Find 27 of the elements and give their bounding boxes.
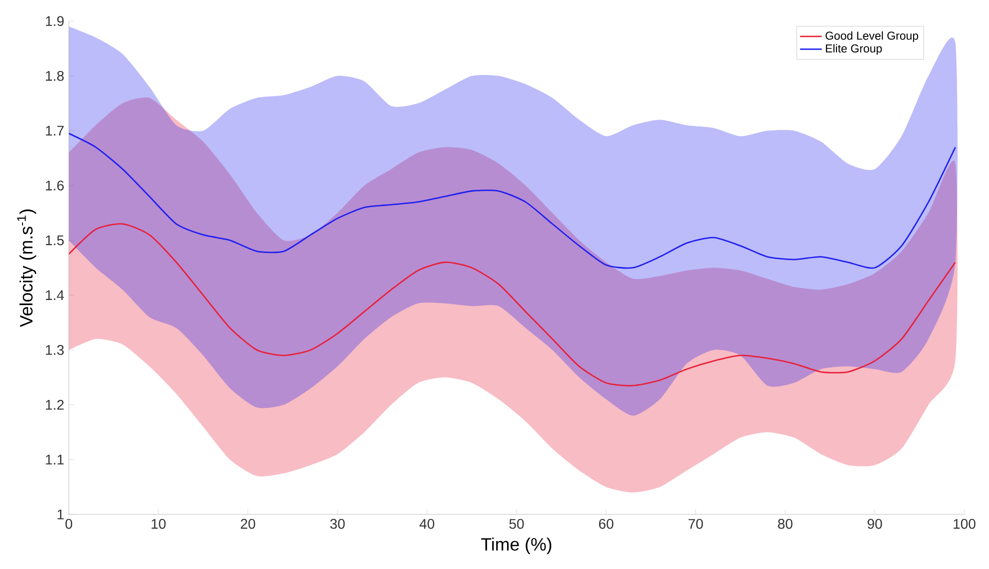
y-tick-label: 1.7	[46, 126, 64, 136]
y-tick-label: 1.9	[46, 16, 64, 26]
x-tick-label: 100	[954, 519, 976, 529]
y-axis-title: Velocity (m.s$^{-1}$)	[17, 210, 36, 328]
x-tick-label: 60	[599, 519, 614, 529]
line-series	[68, 223, 956, 386]
x-tick-label: 90	[868, 519, 882, 529]
y-tick-label: 1.4	[46, 290, 64, 300]
y-tick-label: 1.5	[46, 236, 64, 246]
x-tick-label: 80	[778, 519, 792, 529]
legend-label: Good Level Group	[826, 31, 918, 42]
x-tick-label: 40	[420, 519, 434, 529]
y-tick-label: 1.1	[46, 454, 64, 465]
x-tick-label: 0	[65, 519, 72, 529]
x-tick-label: 10	[152, 519, 166, 529]
y-tick-label: 1.8	[46, 71, 64, 81]
x-tick-label: 20	[240, 519, 256, 529]
y-tick-label: 1	[58, 510, 64, 520]
x-tick-label: 70	[688, 519, 703, 529]
legend-label: Elite Group	[826, 44, 882, 55]
y-tick-label: 1.3	[46, 345, 64, 356]
y-tick-label: 1.2	[46, 400, 64, 410]
x-tick-label: 50	[509, 519, 524, 529]
x-axis-title: Time (%)	[481, 538, 552, 554]
y-tick-label: 1.6	[46, 180, 64, 191]
line-series	[68, 132, 956, 269]
x-tick-label: 30	[330, 519, 345, 529]
